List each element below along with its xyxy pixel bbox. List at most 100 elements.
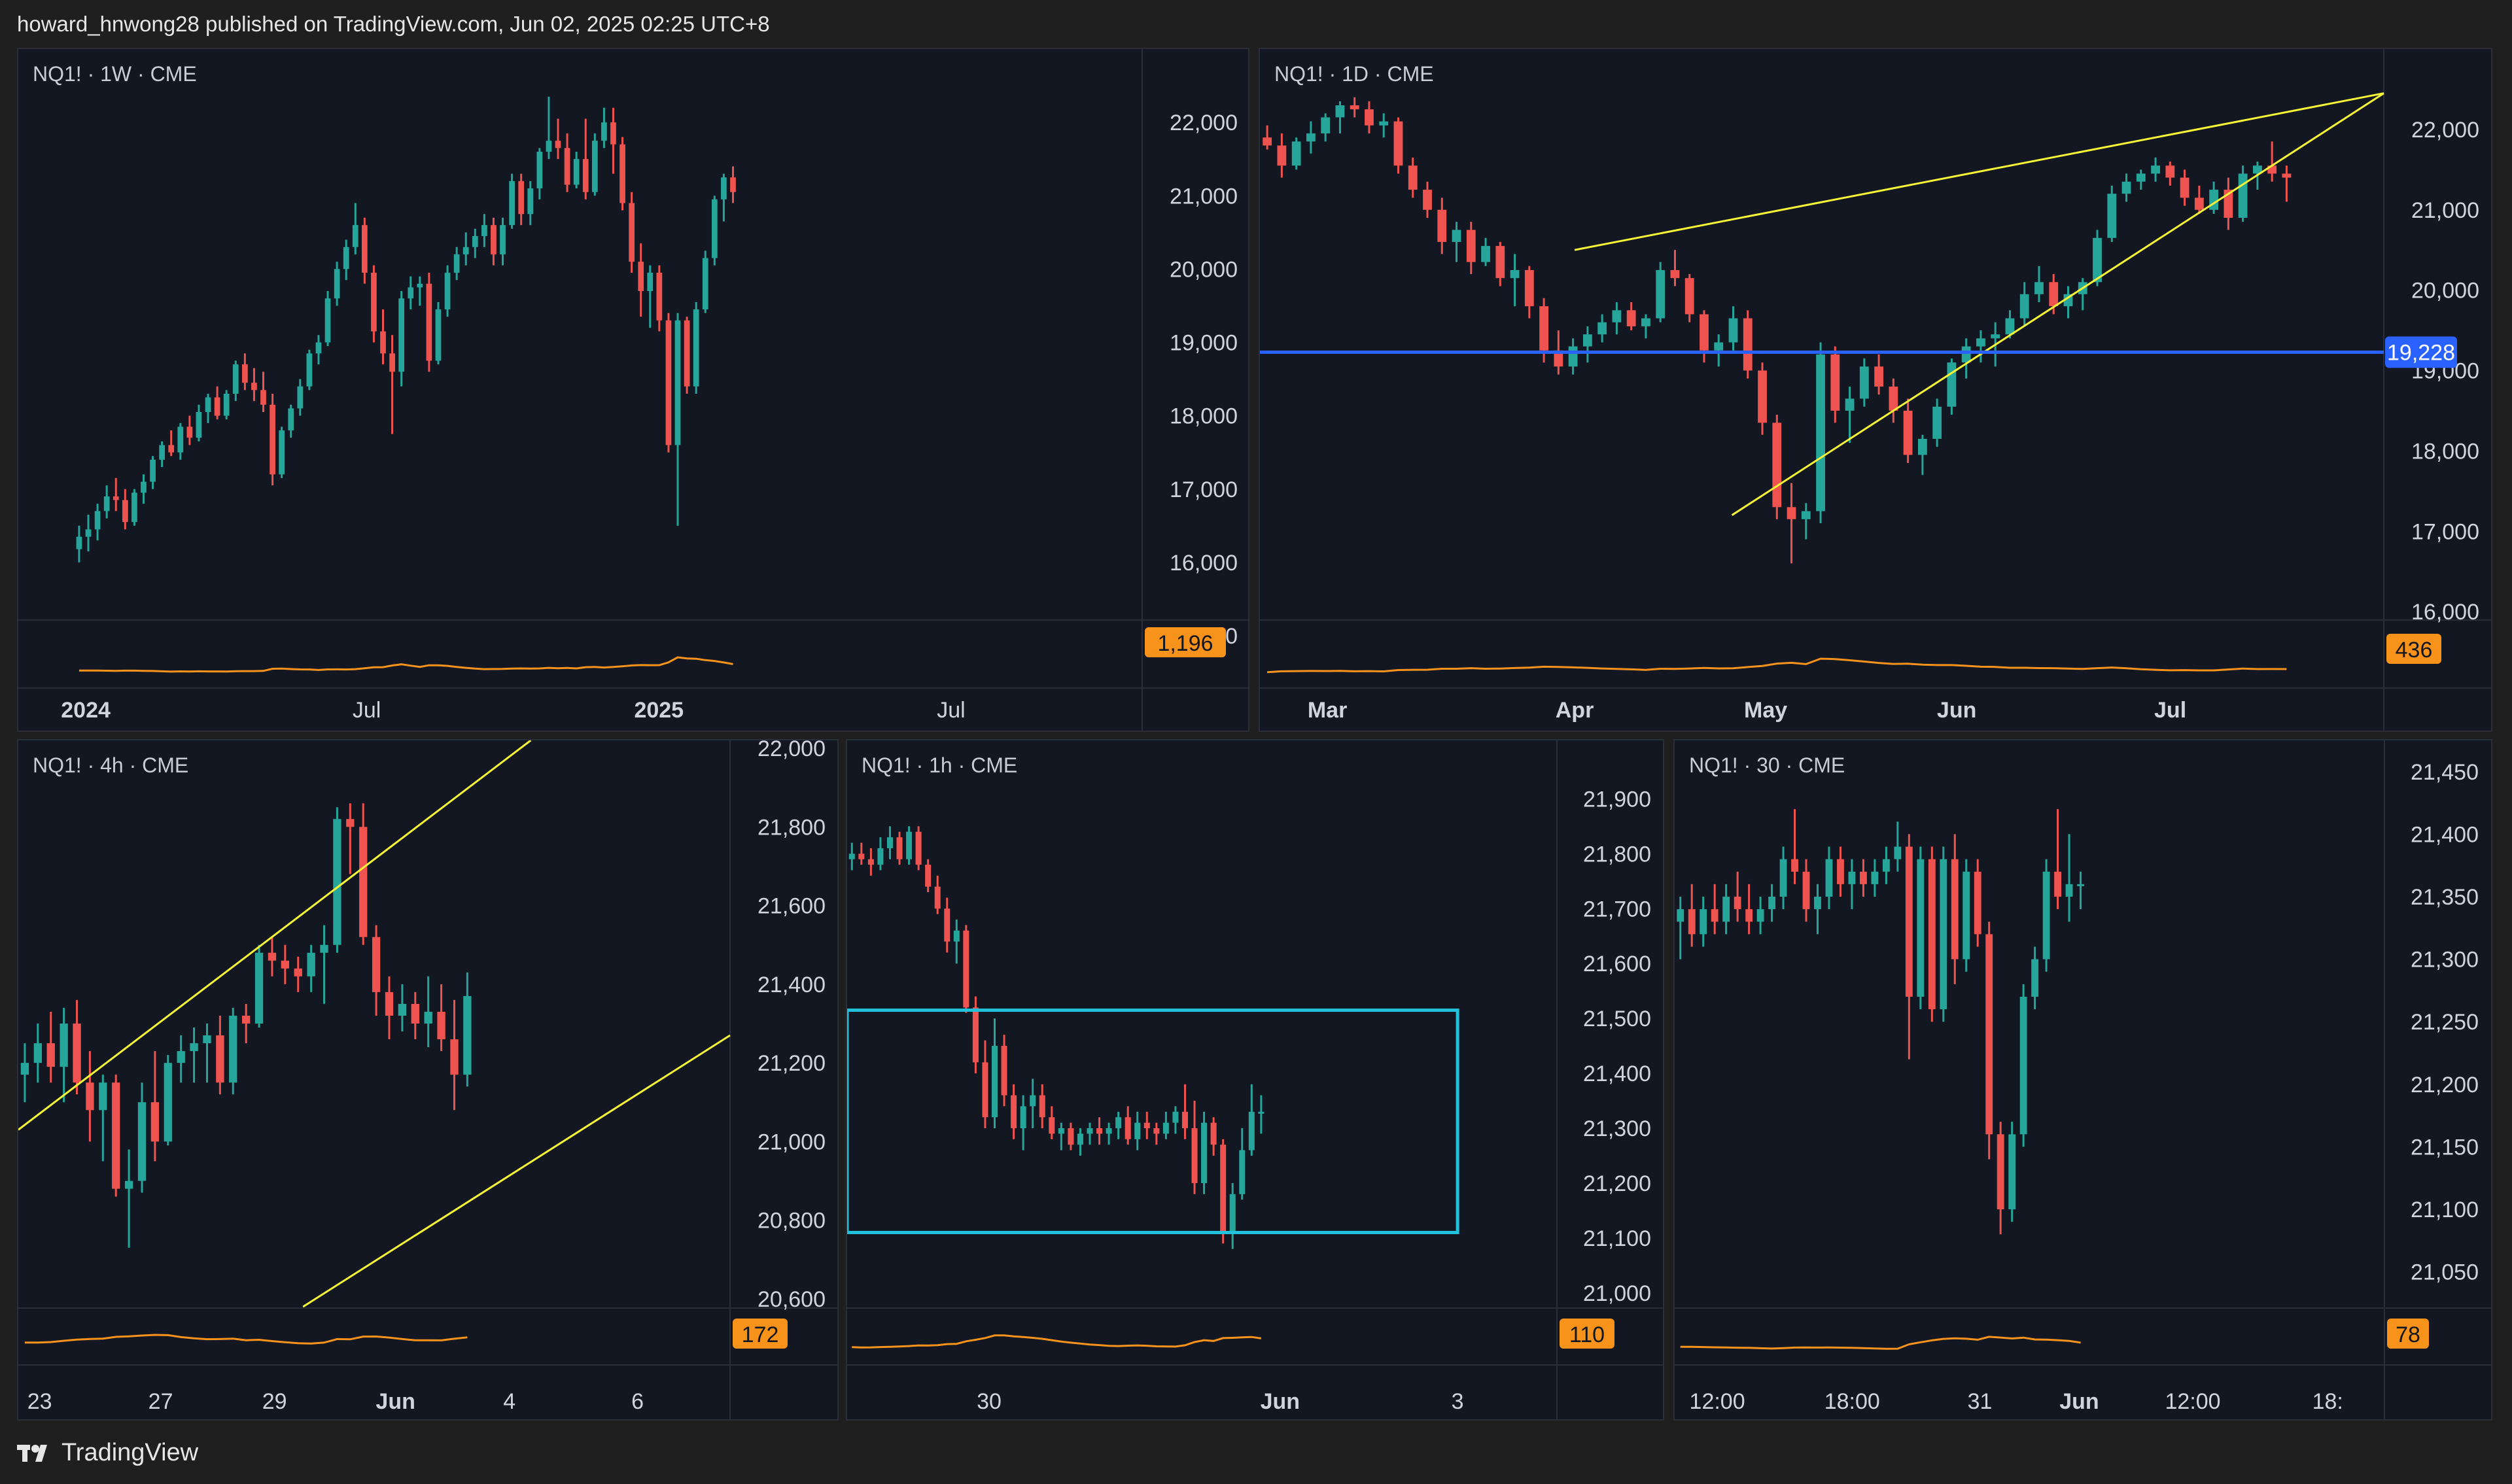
y-tick-label: 20,800 — [758, 1209, 826, 1234]
candle-body — [1106, 1128, 1112, 1134]
candle-body — [164, 1063, 172, 1142]
candle-body — [103, 496, 110, 511]
y-tick-label: 20,000 — [1170, 257, 1238, 282]
candle-body — [2054, 871, 2062, 897]
candle-body — [2031, 959, 2039, 997]
candle-body — [1991, 334, 2000, 339]
candle-body — [85, 529, 92, 537]
candle-body — [1837, 859, 1844, 884]
candle-body — [99, 1082, 107, 1111]
candle-body — [1802, 871, 1810, 910]
candle-body — [509, 181, 515, 226]
candle-body — [122, 500, 128, 523]
candle-body — [1039, 1095, 1045, 1118]
candle-body — [1714, 342, 1724, 351]
candle-body — [1321, 117, 1331, 134]
candle-body — [638, 262, 644, 292]
candle-body — [411, 1003, 419, 1024]
candle-body — [1087, 1128, 1093, 1134]
candle-body — [177, 1051, 185, 1063]
candle-body — [424, 1011, 432, 1024]
candle-body — [389, 353, 395, 372]
indicator-badge — [1560, 1319, 1614, 1349]
candle-body — [536, 151, 543, 189]
x-tick-label: 18:00 — [1824, 1389, 1880, 1414]
candle-body — [324, 298, 331, 343]
y-tick-label: 21,200 — [758, 1051, 826, 1076]
candle-body — [2107, 194, 2117, 238]
candle-body — [1335, 105, 1345, 118]
candle-body — [1582, 334, 1592, 347]
chart-panel-30m[interactable]: 21,450 21,400 21,350 21,300 21,250 21,200 21,1… — [1673, 739, 2492, 1421]
x-tick-label: 30 — [977, 1389, 1002, 1414]
candle-body — [1947, 362, 1957, 407]
candle-body — [1049, 1117, 1055, 1134]
range-box — [847, 1009, 1459, 1234]
trendline — [302, 1034, 731, 1308]
candle-body — [297, 386, 304, 409]
candle-body — [1143, 1122, 1150, 1129]
candle-body — [1568, 346, 1578, 367]
candle-body — [1961, 346, 1971, 363]
y-tick-label: 21,000 — [1583, 1281, 1651, 1306]
candle-body — [306, 353, 313, 387]
candle-body — [1210, 1122, 1217, 1145]
indicator-badge-label: 436 — [2396, 638, 2433, 663]
candle-body — [877, 848, 884, 865]
indicator-line — [24, 1334, 468, 1345]
chart-title: NQ1! · 1D · CME — [1274, 62, 1434, 86]
candle-body — [1871, 871, 1879, 884]
candle-body — [1524, 269, 1534, 307]
candle-body — [944, 908, 951, 942]
y-tick-label: 22,000 — [2411, 118, 2479, 143]
y-tick-label: 21,800 — [758, 815, 826, 840]
candle-body — [982, 1062, 988, 1118]
indicator-line — [852, 1334, 1262, 1349]
candle-body — [1801, 511, 1811, 519]
candle-body — [1722, 897, 1730, 922]
candle-body — [159, 445, 166, 460]
x-tick-label: Jul — [353, 698, 381, 723]
candle-body — [2238, 173, 2248, 218]
candle-body — [1756, 909, 1764, 922]
candle-body — [1859, 366, 1869, 399]
candle-body — [1393, 121, 1403, 166]
candle-body — [1932, 406, 1942, 439]
candle-body — [1229, 1194, 1236, 1233]
y-tick-label: 21,100 — [1583, 1226, 1651, 1251]
candle-body — [1758, 370, 1767, 423]
x-tick-label: May — [1744, 698, 1787, 723]
indicator-badge-label: 172 — [742, 1322, 779, 1347]
candle-body — [848, 854, 855, 859]
candle-body — [46, 1043, 55, 1067]
chart-panel-4h[interactable]: 22,000 21,800 21,600 21,400 21,200 21,000 20,8… — [17, 739, 839, 1421]
candle-body — [2180, 177, 2189, 198]
candle-body — [1848, 871, 1856, 884]
candle-body — [131, 492, 137, 523]
y-tick-label: 21,300 — [2411, 948, 2479, 973]
chart-panel-daily[interactable]: 22,000 21,000 20,000 19,000 18,000 17,000 16,0… — [1259, 48, 2492, 732]
candle-body — [1096, 1128, 1103, 1134]
candle-body — [398, 1003, 407, 1016]
chart-title: NQ1! · 4h · CME — [33, 753, 189, 777]
candle-body — [1263, 137, 1272, 146]
candle-body — [1466, 230, 1476, 262]
x-tick-label: 4 — [503, 1389, 515, 1414]
chart-panel-1h[interactable]: 21,900 21,800 21,700 21,600 21,500 21,400 21,3… — [846, 739, 1664, 1421]
x-tick-label: 6 — [631, 1389, 644, 1414]
candle-body — [177, 426, 184, 453]
candle-body — [1239, 1150, 1246, 1194]
candle-body — [953, 930, 960, 942]
candle-body — [1011, 1095, 1017, 1129]
candle-body — [372, 937, 381, 992]
x-tick-label: 31 — [1968, 1389, 1993, 1414]
candle-body — [1510, 269, 1520, 279]
chart-panel-weekly[interactable]: 22,000 21,000 20,000 19,000 18,000 17,000 16,0… — [17, 48, 1249, 732]
y-tick-label: 16,000 — [1170, 551, 1238, 576]
candle-body — [315, 342, 322, 354]
candle-body — [1985, 934, 1993, 1135]
price-level-label: 19,228 — [2387, 340, 2455, 365]
y-tick-label: 21,000 — [2411, 198, 2479, 223]
brand-footer[interactable]: TradingView — [17, 1439, 198, 1467]
candle-body — [491, 225, 497, 254]
